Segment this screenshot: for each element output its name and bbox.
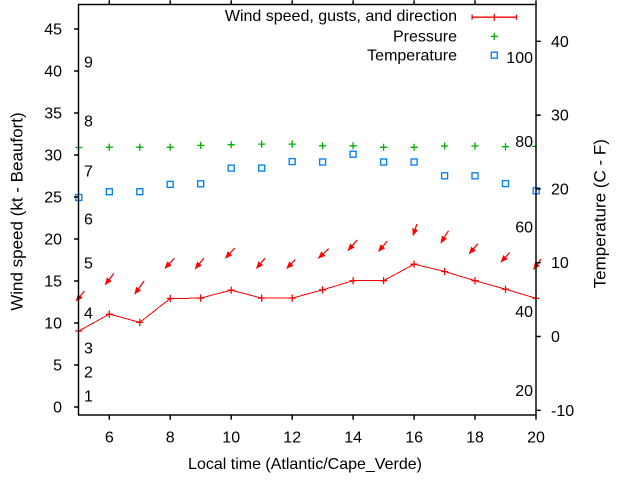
svg-text:40: 40 (44, 64, 62, 81)
svg-text:60: 60 (515, 220, 533, 237)
svg-text:20: 20 (44, 232, 62, 249)
svg-text:5: 5 (84, 256, 93, 273)
svg-text:10: 10 (222, 430, 240, 447)
svg-text:5: 5 (53, 358, 62, 375)
svg-text:-10: -10 (551, 403, 574, 420)
svg-text:Local time (Atlantic/Cape_Verd: Local time (Atlantic/Cape_Verde) (188, 456, 422, 473)
svg-text:1: 1 (84, 389, 93, 406)
svg-text:Temperature (C - F): Temperature (C - F) (591, 139, 610, 288)
svg-text:8: 8 (166, 430, 175, 447)
svg-text:Temperature: Temperature (367, 48, 457, 65)
svg-text:14: 14 (344, 430, 362, 447)
svg-text:40: 40 (515, 304, 533, 321)
svg-text:Wind speed, gusts, and directi: Wind speed, gusts, and direction (225, 8, 457, 25)
svg-text:40: 40 (551, 34, 569, 51)
svg-text:18: 18 (466, 430, 484, 447)
svg-text:6: 6 (105, 430, 114, 447)
svg-text:4: 4 (84, 306, 93, 323)
svg-text:2: 2 (84, 365, 93, 382)
svg-text:3: 3 (84, 341, 93, 358)
svg-text:30: 30 (44, 148, 62, 165)
svg-text:9: 9 (84, 55, 93, 72)
svg-text:6: 6 (84, 212, 93, 229)
svg-text:16: 16 (405, 430, 423, 447)
svg-text:0: 0 (53, 400, 62, 417)
svg-text:12: 12 (283, 430, 301, 447)
svg-text:20: 20 (527, 430, 545, 447)
svg-text:0: 0 (551, 329, 560, 346)
svg-text:100: 100 (506, 50, 533, 67)
svg-text:25: 25 (44, 190, 62, 207)
svg-text:20: 20 (515, 383, 533, 400)
svg-text:Pressure: Pressure (393, 29, 457, 46)
svg-text:30: 30 (551, 108, 569, 125)
svg-text:20: 20 (551, 181, 569, 198)
svg-text:8: 8 (84, 114, 93, 131)
svg-text:45: 45 (44, 22, 62, 39)
svg-text:35: 35 (44, 106, 62, 123)
svg-text:10: 10 (44, 316, 62, 333)
svg-text:15: 15 (44, 274, 62, 291)
svg-text:10: 10 (551, 255, 569, 272)
svg-text:7: 7 (84, 164, 93, 181)
svg-text:80: 80 (515, 134, 533, 151)
svg-text:Wind speed (kt - Beaufort): Wind speed (kt - Beaufort) (8, 112, 27, 310)
